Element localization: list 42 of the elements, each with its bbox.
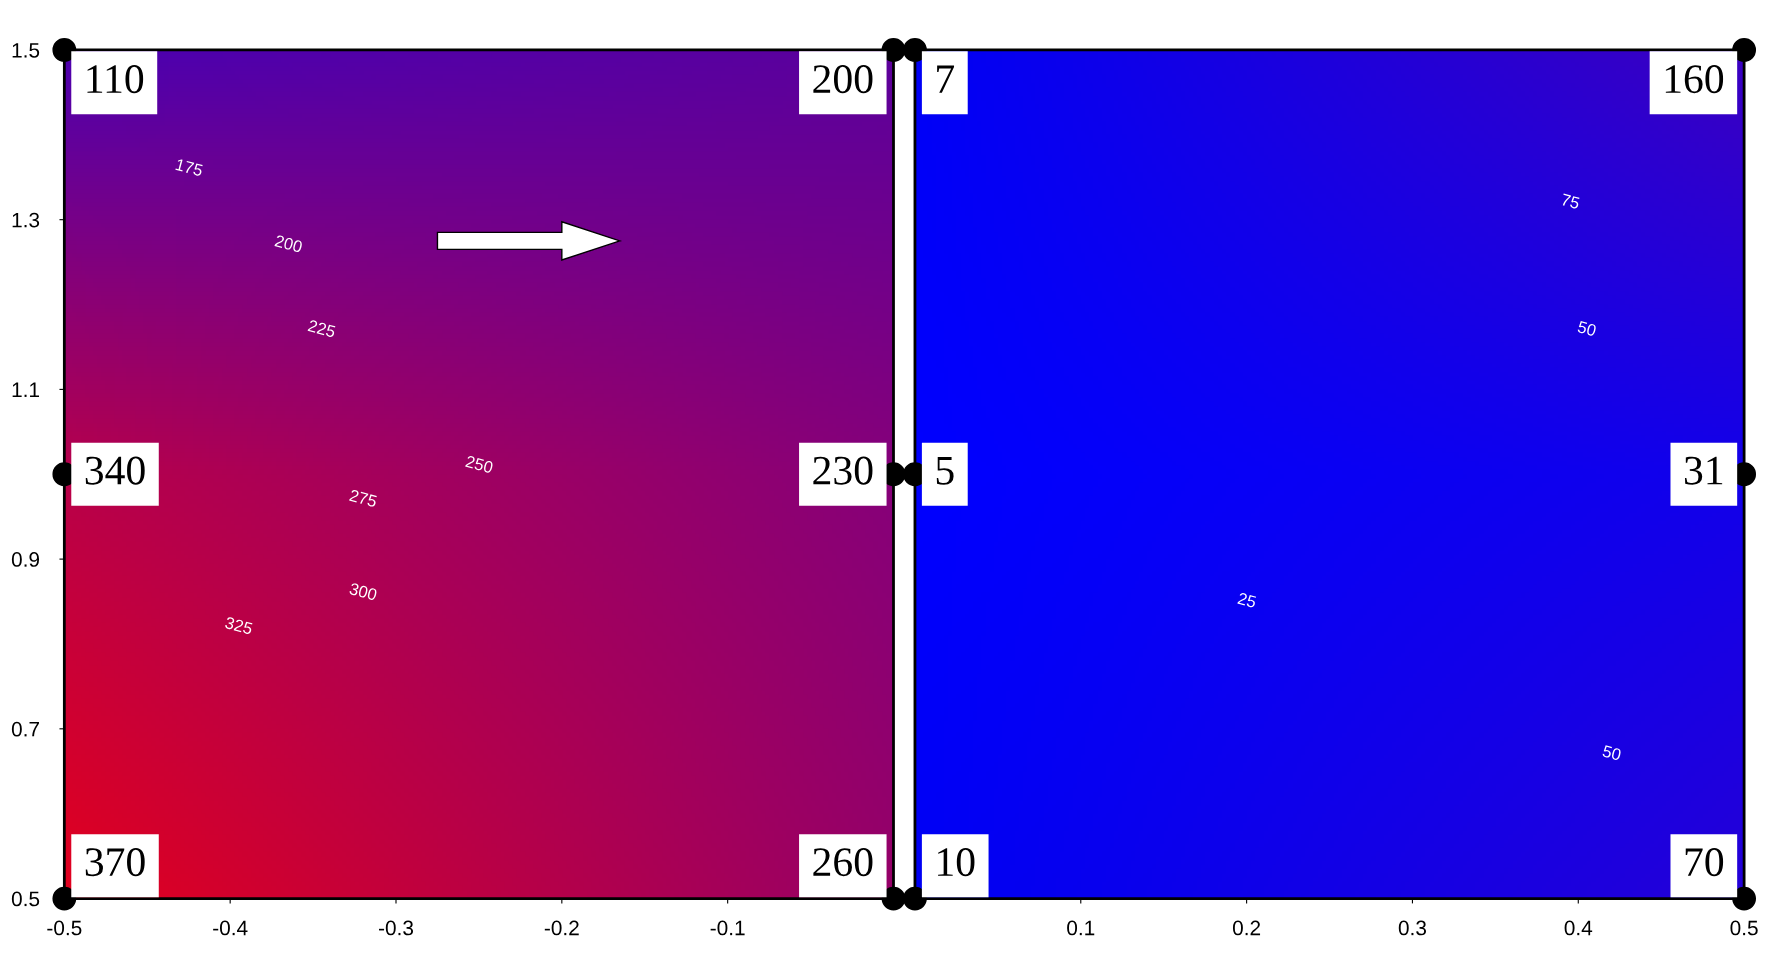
- x-tick-label: 0.2: [1232, 920, 1261, 936]
- annotation: 10: [938, 848, 975, 877]
- annotation: 325: [224, 616, 254, 635]
- x-tick-label: -0.2: [544, 920, 579, 936]
- annotation: 50: [1601, 744, 1622, 761]
- point: [881, 38, 906, 62]
- y-tick-label: 0.5: [11, 891, 40, 907]
- x-tick-label: 0.3: [1398, 920, 1427, 936]
- annotation: 75: [1560, 193, 1581, 210]
- annotation: 31: [1684, 456, 1723, 485]
- point: [52, 886, 77, 911]
- annotation: 160: [1665, 65, 1724, 94]
- annotation: 5: [936, 456, 954, 485]
- x-tick-label: 0.5: [1730, 920, 1758, 936]
- y-tick-label: 1.1: [12, 382, 40, 397]
- annotation: 260: [813, 848, 873, 877]
- annotation: 200: [274, 234, 303, 253]
- annotation: 370: [85, 848, 145, 877]
- x-tick-label: -0.4: [213, 920, 248, 936]
- annotation: 250: [465, 455, 494, 474]
- annotation: 50: [1577, 320, 1597, 337]
- y-tick-label: 1.5: [12, 43, 40, 58]
- x-tick-label: 0.1: [1067, 920, 1095, 936]
- x-tick-label: -0.5: [47, 920, 82, 936]
- annotation: 175: [175, 158, 204, 177]
- annotation: 110: [87, 65, 144, 94]
- annotation: 300: [348, 582, 378, 601]
- x-tick-label: -0.1: [710, 920, 745, 936]
- x-tick-label: -0.3: [378, 920, 414, 936]
- annotation: 230: [813, 456, 873, 485]
- annotation: 340: [85, 456, 145, 485]
- annotation: 225: [307, 319, 337, 338]
- annotation: 275: [349, 489, 378, 508]
- point: [52, 38, 77, 62]
- x-tick-label: 0.4: [1564, 920, 1593, 936]
- annotation: 200: [813, 65, 873, 94]
- annotation: 70: [1685, 848, 1724, 877]
- annotation: 7: [937, 65, 955, 93]
- y-tick-label: 1.3: [12, 212, 40, 228]
- y-tick-label: 0.9: [11, 552, 40, 567]
- annotation: 25: [1237, 592, 1257, 609]
- y-tick-label: 0.7: [11, 721, 39, 737]
